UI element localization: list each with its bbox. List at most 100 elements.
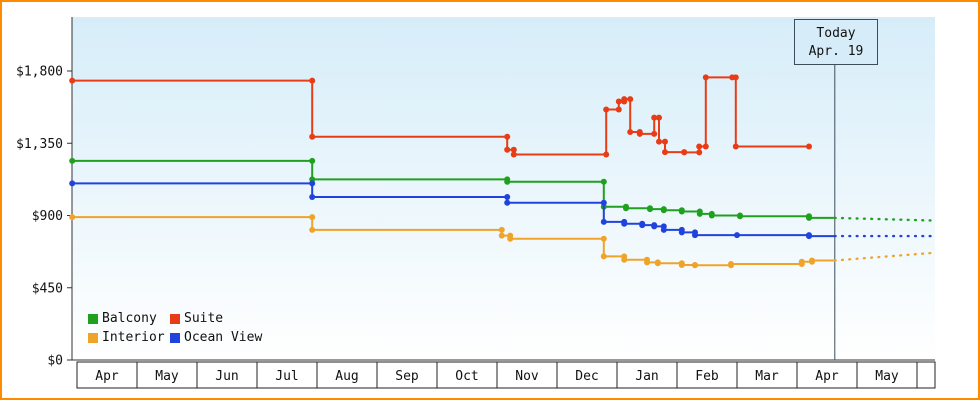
data-point-interior (309, 226, 316, 233)
forecast-line-balcony (833, 216, 937, 222)
month-cell (256, 361, 318, 389)
y-tick-label: $1,350 (16, 137, 63, 152)
data-point-suite (732, 143, 739, 150)
data-point-suite (656, 114, 662, 121)
data-point-ocean-view (692, 232, 698, 239)
data-point-interior (507, 235, 514, 242)
data-point-suite (651, 114, 658, 121)
data-point-suite (806, 143, 812, 150)
data-point-ocean-view (309, 194, 316, 200)
data-point-suite (696, 149, 703, 156)
data-point-ocean-view (678, 229, 685, 236)
month-cell-empty (916, 361, 936, 389)
legend-label-ocean-view: Ocean View (184, 330, 263, 345)
month-label: Feb (695, 369, 719, 384)
data-point-interior (309, 214, 316, 221)
data-point-interior (498, 232, 505, 239)
month-cell (136, 361, 198, 389)
month-cell (496, 361, 558, 389)
data-point-suite (696, 143, 703, 150)
data-point-suite (615, 98, 622, 105)
data-point-ocean-view (600, 218, 607, 225)
balcony-swatch-icon (88, 313, 98, 324)
y-tick-label: $900 (32, 209, 63, 224)
data-point-suite (504, 133, 511, 140)
interior-swatch-icon (88, 332, 98, 343)
data-point-interior (798, 258, 805, 265)
data-point-interior (728, 261, 734, 267)
today-marker-box: Today Apr. 19 (794, 19, 878, 65)
data-point-suite (510, 151, 517, 158)
data-point-suite (662, 149, 668, 156)
month-label: May (155, 369, 179, 384)
month-cell (736, 361, 798, 389)
month-label: Dec (575, 369, 598, 384)
data-point-ocean-view (734, 232, 740, 239)
month-cell (796, 361, 858, 389)
chart-legend: Balcony Suite Interior Ocean View (88, 309, 262, 347)
y-tick-label: $1,800 (16, 65, 63, 80)
month-label: Apr (95, 369, 119, 384)
data-point-ocean-view (504, 194, 511, 200)
data-point-balcony (696, 210, 703, 217)
data-point-interior (69, 214, 76, 221)
data-point-interior (678, 262, 685, 268)
data-point-suite (627, 96, 634, 103)
month-cell (616, 361, 678, 389)
data-point-ocean-view (651, 223, 658, 230)
month-label: Apr (815, 369, 839, 384)
today-label: Today (816, 25, 856, 41)
data-point-interior (600, 253, 607, 260)
data-point-suite (702, 143, 709, 150)
data-point-interior (809, 257, 815, 264)
data-point-balcony (708, 212, 715, 219)
data-point-balcony (660, 207, 667, 214)
month-label: Jun (215, 369, 238, 384)
month-cell (436, 361, 498, 389)
month-label: Oct (455, 369, 478, 384)
data-point-balcony (647, 206, 653, 213)
suite-swatch-icon (170, 313, 180, 324)
data-point-suite (702, 74, 709, 81)
data-point-suite (603, 106, 610, 113)
data-point-ocean-view (69, 180, 76, 187)
data-point-suite (681, 149, 688, 156)
y-tick-label: $450 (32, 281, 63, 296)
today-date: Apr. 19 (808, 43, 864, 59)
data-point-suite (656, 138, 662, 145)
month-cell (556, 361, 618, 389)
data-point-balcony (600, 178, 607, 185)
data-point-interior (621, 256, 628, 263)
data-point-interior (654, 260, 661, 267)
legend-row-1: Balcony Suite (88, 309, 262, 328)
legend-label-suite: Suite (184, 311, 224, 326)
data-point-balcony (737, 213, 743, 220)
data-point-balcony (309, 157, 316, 164)
data-point-balcony (806, 214, 812, 221)
data-point-ocean-view (600, 199, 607, 206)
data-point-interior (600, 235, 607, 242)
data-point-suite (732, 74, 739, 81)
data-point-suite (69, 77, 76, 84)
month-cell (196, 361, 258, 389)
data-point-suite (651, 130, 658, 137)
data-point-balcony (678, 208, 685, 215)
data-point-suite (662, 138, 668, 145)
data-point-suite (504, 146, 511, 153)
data-point-interior (692, 262, 698, 269)
month-cell (676, 361, 738, 389)
data-point-interior (644, 259, 650, 266)
data-point-suite (603, 151, 610, 158)
month-cell (376, 361, 438, 389)
month-label: Aug (335, 369, 358, 384)
legend-label-balcony: Balcony (102, 311, 157, 326)
month-cell (856, 361, 918, 389)
data-point-suite (627, 129, 634, 135)
data-point-suite (510, 146, 517, 153)
data-point-suite (621, 96, 628, 103)
month-label: Jan (635, 369, 658, 384)
data-point-interior (498, 226, 505, 233)
data-point-ocean-view (660, 226, 667, 233)
